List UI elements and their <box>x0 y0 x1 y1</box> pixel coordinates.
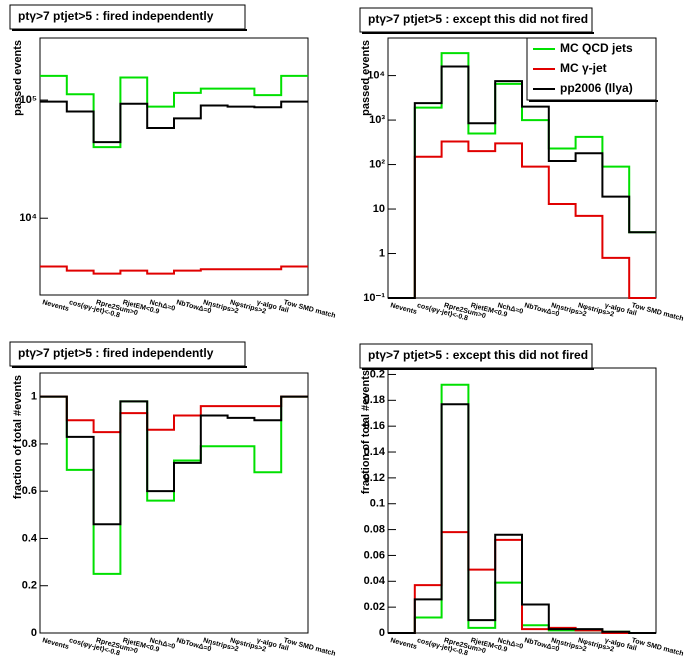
y-tick-label: 10³ <box>369 114 385 126</box>
x-tick-label: Nevents <box>389 637 417 651</box>
y-tick-label: 0.12 <box>364 472 385 484</box>
y-tick-label: 10 <box>373 203 385 215</box>
histogram-line <box>40 395 308 526</box>
y-tick-label: 0.02 <box>364 601 385 613</box>
y-tick-label: 0.6 <box>22 485 37 497</box>
title-shadow <box>12 29 247 31</box>
y-axis-label: fraction of total #events <box>360 370 372 494</box>
y-tick-label: 0.14 <box>364 446 386 458</box>
y-tick-label: 10² <box>369 158 385 170</box>
y-tick-label: 0.06 <box>364 549 385 561</box>
y-tick-label: 0.04 <box>364 575 386 587</box>
y-axis-label: passed events <box>360 40 372 116</box>
x-tick-label: Tow SMD match <box>283 299 337 320</box>
histogram-line <box>40 265 308 275</box>
histogram-line <box>388 403 656 634</box>
title-shadow <box>362 32 594 34</box>
chart-title: ptγ>7 ptjet>5 : except this did not fire… <box>368 348 588 362</box>
x-tick-label: Nevents <box>41 299 69 313</box>
x-tick-label: Tow SMD match <box>631 302 685 323</box>
histogram-line <box>388 65 656 299</box>
histogram-line <box>388 140 656 299</box>
legend-label: MC QCD jets <box>560 41 633 55</box>
legend-shadow <box>529 100 658 102</box>
plot-frame <box>39 37 309 296</box>
y-tick-label: 0.8 <box>22 438 37 450</box>
title-box <box>9 4 246 30</box>
histogram-line <box>40 74 308 149</box>
plot-frame <box>39 372 309 634</box>
panel: ptγ>7 ptjet>5 : fired independently passe… <box>9 4 337 320</box>
y-tick-label: 0.2 <box>22 580 37 592</box>
y-tick-label: 0.08 <box>364 523 385 535</box>
histogram-line <box>40 100 308 144</box>
legend-label: pp2006 (Ilya) <box>560 81 633 95</box>
x-tick-label: Tow SMD match <box>631 637 685 658</box>
histogram-line <box>40 395 308 434</box>
y-tick-label: 10⁴ <box>19 212 37 224</box>
y-tick-label: 10⁵ <box>20 94 37 106</box>
title-box <box>359 343 593 369</box>
chart-title: ptγ>7 ptjet>5 : except this did not fire… <box>368 12 588 26</box>
y-tick-label: 0.18 <box>364 394 385 406</box>
title-shadow <box>362 368 594 370</box>
legend-label: MC γ-jet <box>560 61 607 75</box>
y-tick-label: 1 <box>31 391 37 403</box>
panel: ptγ>7 ptjet>5 : except this did not fire… <box>359 343 685 658</box>
title-box <box>359 7 593 33</box>
y-tick-label: 1 <box>379 247 385 259</box>
y-axis-label: fraction of total #events <box>12 375 24 499</box>
title-shadow <box>12 366 247 368</box>
chart-title: ptγ>7 ptjet>5 : fired independently <box>18 9 214 23</box>
chart-title: ptγ>7 ptjet>5 : fired independently <box>18 346 214 360</box>
y-tick-label: 0 <box>31 627 37 639</box>
x-tick-label: Nevents <box>389 302 417 316</box>
x-tick-label: Nevents <box>41 637 69 651</box>
panel: ptγ>7 ptjet>5 : fired independently fract… <box>9 341 337 658</box>
y-tick-label: 0 <box>379 627 385 639</box>
y-tick-label: 10⁻¹ <box>363 292 385 304</box>
x-tick-label: Tow SMD match <box>283 637 337 658</box>
title-box <box>9 341 246 367</box>
y-tick-label: 0.1 <box>370 498 385 510</box>
y-tick-label: 0.4 <box>22 532 38 544</box>
y-tick-label: 0.2 <box>370 368 385 380</box>
y-tick-label: 10⁴ <box>367 69 385 81</box>
panel: ptγ>7 ptjet>5 : except this did not fire… <box>359 7 685 323</box>
y-axis-label: passed events <box>12 40 24 116</box>
y-tick-label: 0.16 <box>364 420 385 432</box>
